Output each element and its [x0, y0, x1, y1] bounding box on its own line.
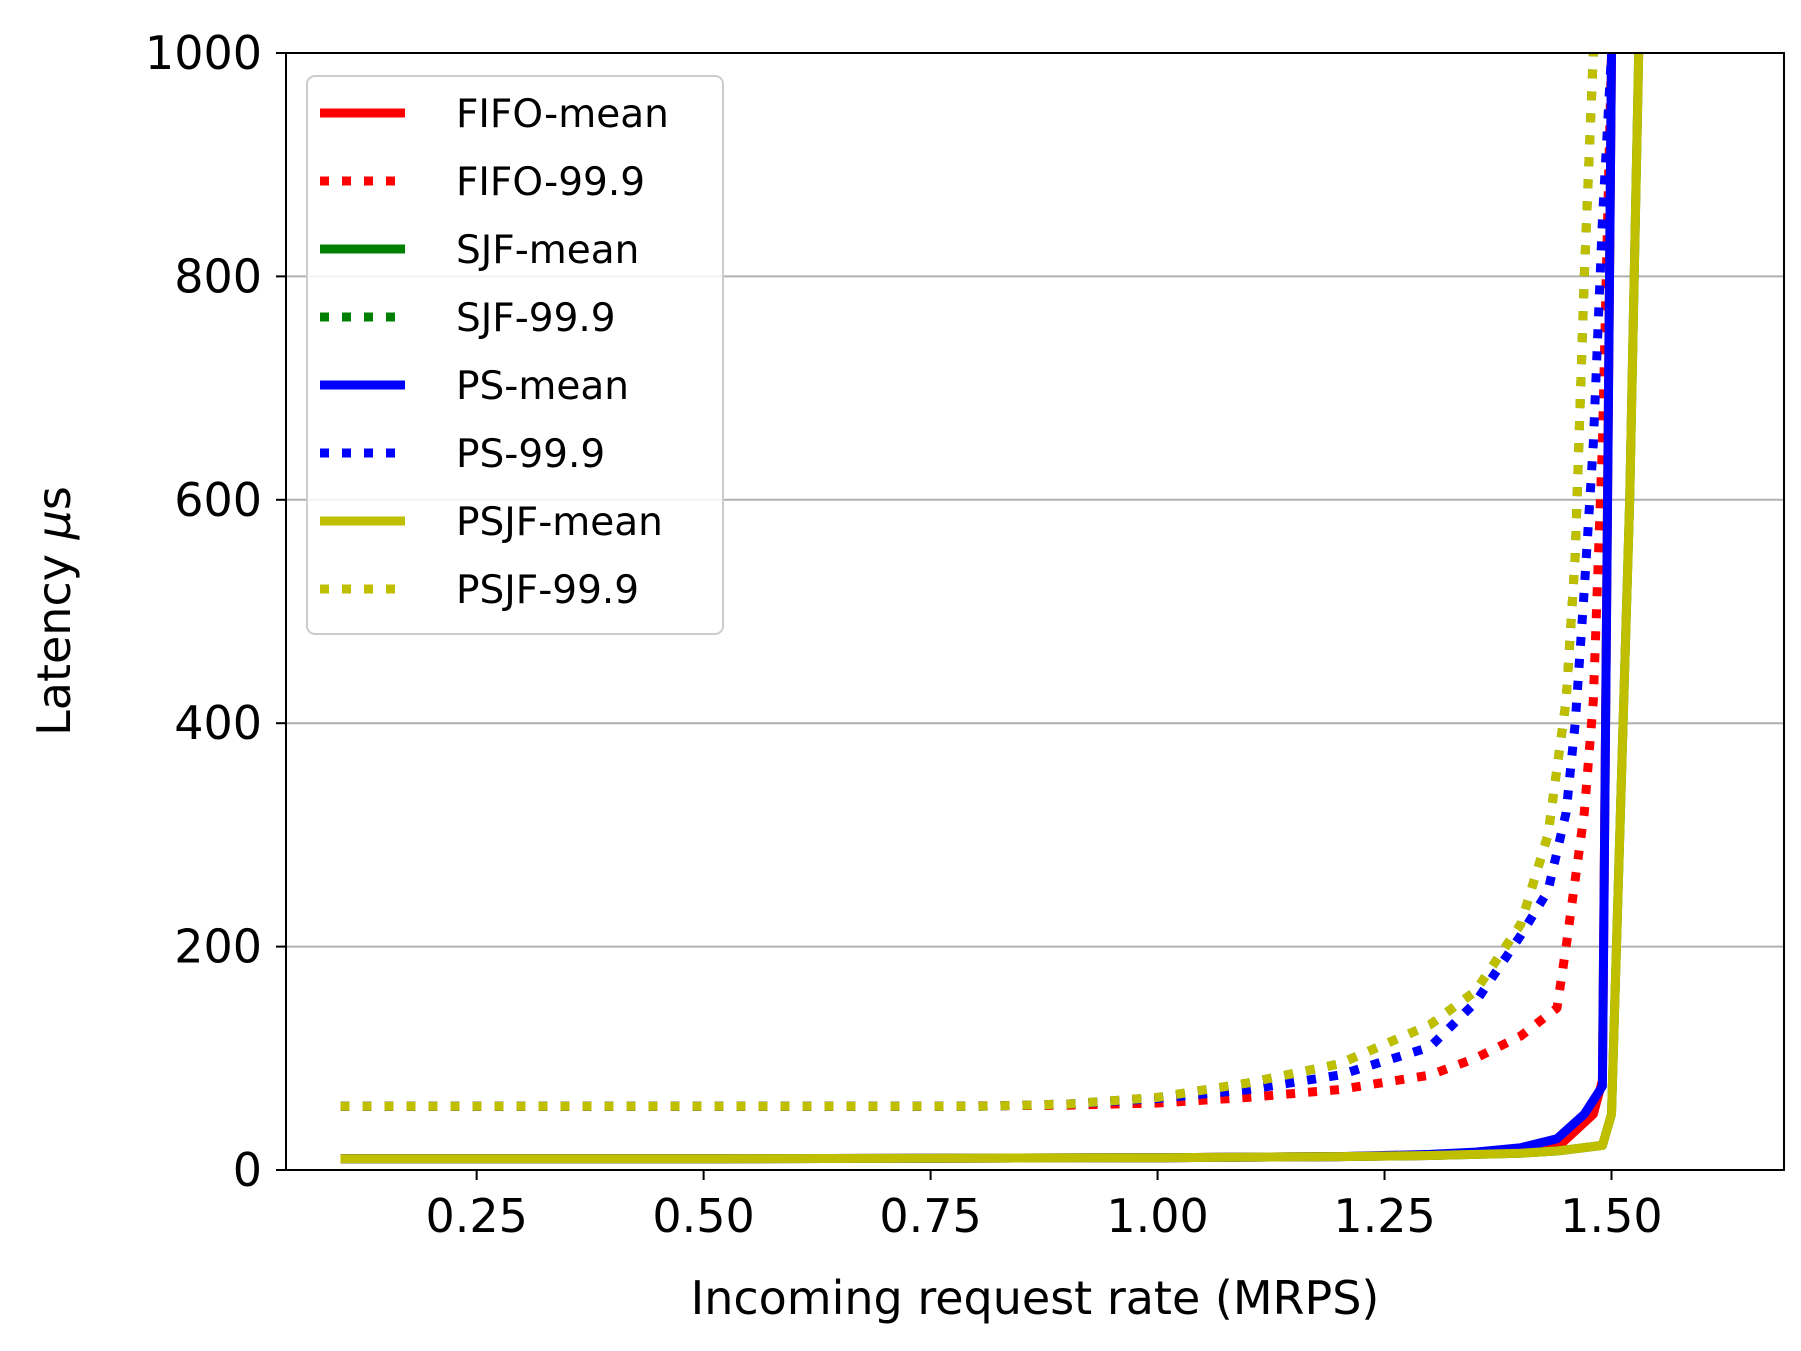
- y-axis-label: Latency μs: [27, 486, 81, 736]
- x-tick-label: 0.50: [652, 1189, 754, 1243]
- y-tick-label: 800: [174, 249, 262, 303]
- y-tick-label: 400: [174, 696, 262, 750]
- x-tick-label: 0.75: [879, 1189, 981, 1243]
- y-tick-label: 0: [233, 1143, 262, 1197]
- plot-frame: [285, 52, 1785, 1171]
- legend-label: FIFO-mean: [456, 92, 669, 137]
- series-lines: [340, 53, 1644, 1164]
- legend-label: PS-99.9: [456, 432, 605, 477]
- legend-box: [306, 75, 724, 635]
- x-tick-label: 1.00: [1106, 1189, 1208, 1243]
- series-line-psjf-99-9: [340, 53, 1598, 1111]
- series-line-psjf-mean: [340, 53, 1644, 1164]
- legend-label: SJF-99.9: [456, 296, 616, 341]
- legend-label: PSJF-99.9: [456, 568, 639, 613]
- legend: FIFO-mean FIFO-99.9 SJF-mean SJF-99.9 PS-mea…: [306, 75, 724, 635]
- y-tick-label: 600: [174, 473, 262, 527]
- x-tick-label: 1.50: [1560, 1189, 1662, 1243]
- legend-label: PSJF-mean: [456, 500, 663, 545]
- x-axis-label: Incoming request rate (MRPS): [691, 1271, 1380, 1325]
- legend-label: FIFO-99.9: [456, 160, 645, 205]
- y-tick-label: 1000: [145, 26, 262, 80]
- x-axis-ticks: 0.25 0.50 0.75 1.00 1.25 1.50: [425, 1170, 1663, 1243]
- y-axis-ticks: 0 200 400 600 800 1000: [145, 26, 286, 1197]
- legend-label: PS-mean: [456, 364, 629, 409]
- legend-label: SJF-mean: [456, 228, 639, 273]
- x-tick-label: 0.25: [425, 1189, 527, 1243]
- y-tick-label: 200: [174, 920, 262, 974]
- x-tick-label: 1.25: [1333, 1189, 1435, 1243]
